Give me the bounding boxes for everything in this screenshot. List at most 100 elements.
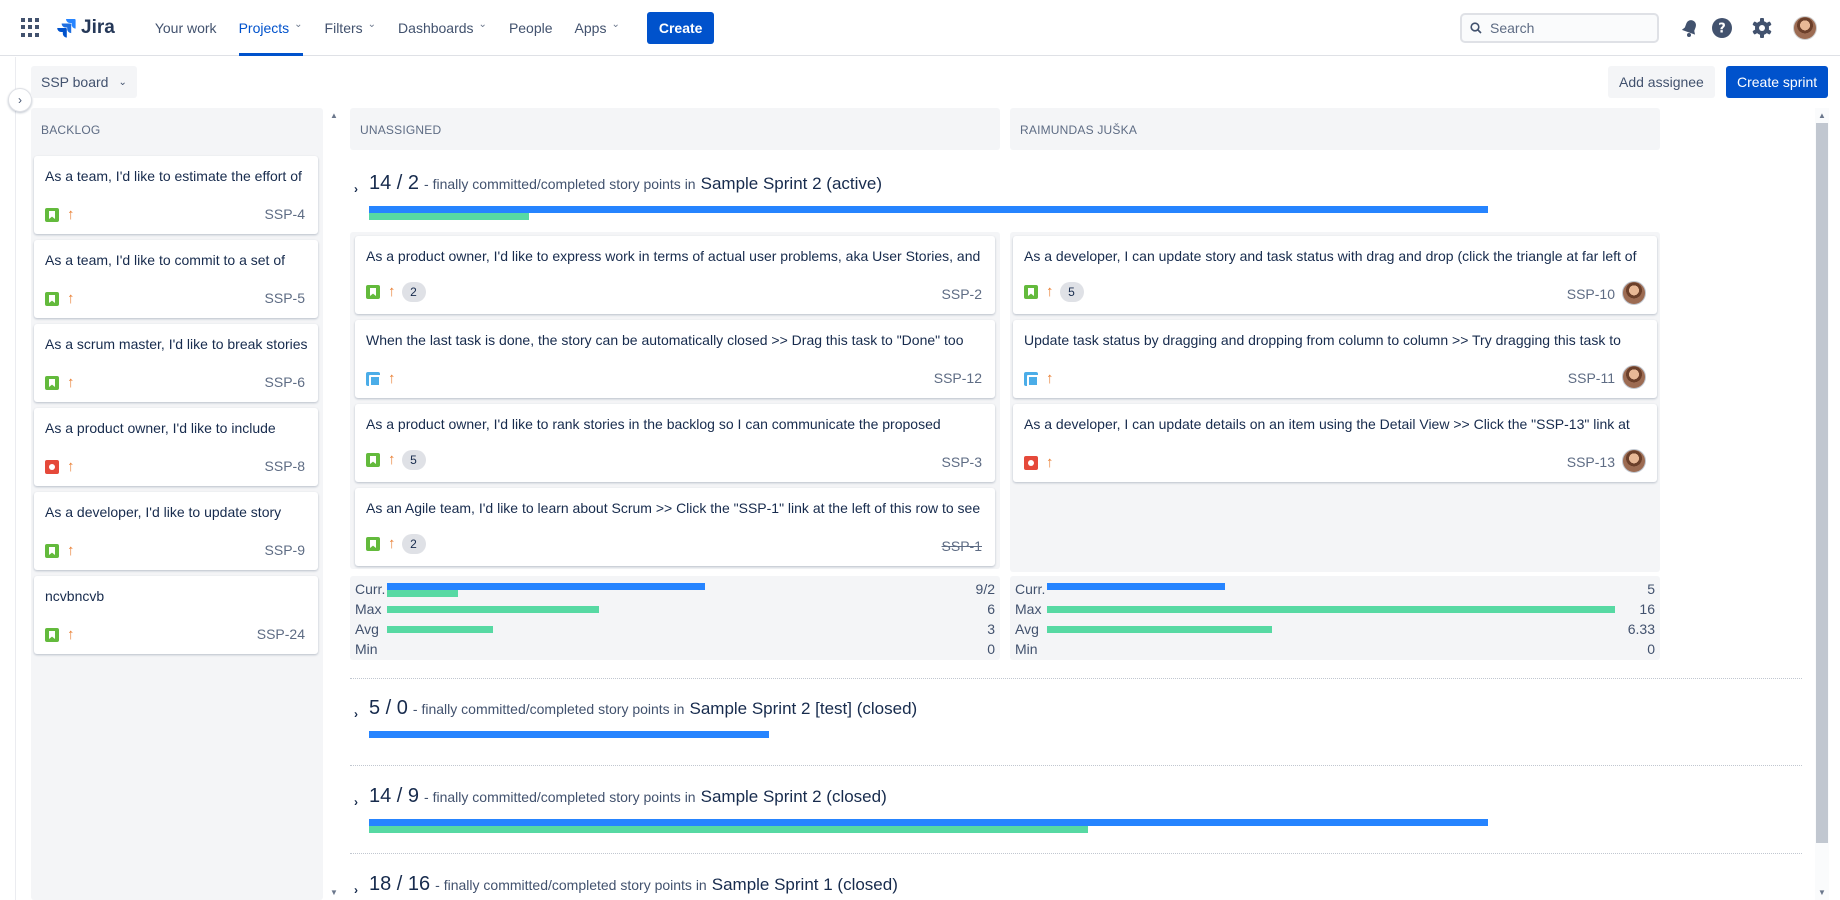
committed-points-bar	[369, 206, 1488, 213]
issue-card[interactable]: As a developer, I can update story and t…	[1013, 236, 1657, 314]
jira-logo-icon	[57, 18, 76, 38]
sprint-expand-toggle[interactable]: ›	[354, 883, 358, 897]
sprint-name[interactable]: Sample Sprint 1 (closed)	[711, 875, 898, 894]
stat-row-max: Max 6	[355, 599, 995, 619]
scrollbar-thumb[interactable]	[1816, 123, 1828, 843]
issue-meta: ↑	[45, 291, 75, 306]
issue-key[interactable]: SSP-9	[264, 542, 305, 558]
task-type-icon	[1024, 372, 1039, 387]
priority-medium-icon: ↑	[388, 451, 396, 468]
nav-item-dashboards[interactable]: Dashboards ⌄	[398, 0, 487, 56]
story-type-icon	[366, 453, 380, 467]
sprint-title: 5 / 0- finally committed/completed story…	[369, 697, 917, 720]
issue-card[interactable]: As a product owner, I'd like to include ↑…	[34, 408, 318, 486]
issue-key[interactable]: SSP-8	[264, 458, 305, 474]
sprint-expand-toggle[interactable]: ›	[354, 182, 358, 196]
nav-item-your-work[interactable]: Your work	[155, 0, 217, 56]
search-icon	[1470, 22, 1482, 34]
sprint-name[interactable]: Sample Sprint 2 [test] (closed)	[689, 699, 918, 718]
task-type-icon	[366, 372, 381, 387]
issue-card[interactable]: As a scrum master, I'd like to break sto…	[34, 324, 318, 402]
story-points-badge: 2	[401, 534, 426, 554]
sprint-name[interactable]: Sample Sprint 2 (closed)	[700, 787, 887, 806]
scroll-up-icon[interactable]: ▲	[330, 111, 338, 120]
issue-card[interactable]: As a team, I'd like to estimate the effo…	[34, 156, 318, 234]
nav-item-label: People	[508, 19, 553, 36]
stat-row-avg: Avg 6.33	[1015, 619, 1655, 639]
current-committed-bar	[387, 583, 705, 590]
sprint-name[interactable]: Sample Sprint 2 (active)	[700, 174, 883, 193]
issue-card[interactable]: As an Agile team, I'd like to learn abou…	[355, 488, 995, 566]
jira-logo[interactable]: Jira	[55, 17, 115, 39]
board-selector-label: SSP board	[41, 74, 109, 90]
issue-key[interactable]: SSP-3	[941, 454, 982, 470]
help-icon[interactable]: ?	[1710, 16, 1734, 40]
issue-card[interactable]: As a developer, I'd like to update story…	[34, 492, 318, 570]
story-points-badge: 2	[401, 282, 426, 302]
chevron-down-icon: ⌄	[118, 76, 127, 88]
settings-icon[interactable]	[1750, 16, 1774, 40]
max-points-bar	[1047, 606, 1615, 613]
committed-points-bar	[369, 731, 769, 738]
story-type-icon	[45, 208, 59, 222]
nav-item-people[interactable]: People	[509, 0, 553, 56]
issue-card[interactable]: As a product owner, I'd like to express …	[355, 236, 995, 314]
sprint-description: - finally committed/completed story poin…	[424, 176, 696, 192]
issue-card[interactable]: ncvbncvb ↑ SSP-24	[34, 576, 318, 654]
issue-key[interactable]: SSP-4	[264, 206, 305, 222]
swimlane-assignee: As a developer, I can update story and t…	[1010, 232, 1660, 572]
issue-key[interactable]: SSP-1	[941, 538, 982, 554]
assignee-avatar	[1622, 449, 1646, 473]
scroll-up-icon[interactable]: ▲	[1818, 111, 1826, 120]
issue-key[interactable]: SSP-10	[1566, 286, 1615, 302]
board-selector[interactable]: SSP board ⌄	[31, 66, 137, 98]
scroll-down-icon[interactable]: ▼	[330, 888, 338, 897]
sprint-expand-toggle[interactable]: ›	[354, 795, 358, 809]
issue-card[interactable]: Update task status by dragging and dropp…	[1013, 320, 1657, 398]
sprint-points: 5 / 0	[369, 697, 408, 719]
create-button[interactable]: Create	[646, 11, 715, 44]
left-sidebar-rail	[0, 57, 16, 900]
sprint-title: 14 / 2- finally committed/completed stor…	[369, 172, 882, 195]
search-box[interactable]	[1460, 13, 1659, 43]
issue-key[interactable]: SSP-12	[933, 370, 982, 386]
issue-key[interactable]: SSP-5	[264, 290, 305, 306]
main-scroll-track[interactable]: ▲ ▼	[330, 108, 340, 900]
sprint-expand-toggle[interactable]: ›	[354, 707, 358, 721]
issue-meta: ↑	[45, 543, 75, 558]
issue-card[interactable]: As a developer, I can update details on …	[1013, 404, 1657, 482]
vertical-scrollbar[interactable]: ▲ ▼	[1815, 108, 1829, 900]
assignee-avatar	[1622, 281, 1646, 305]
issue-card[interactable]: As a team, I'd like to commit to a set o…	[34, 240, 318, 318]
backlog-header: BACKLOG	[41, 123, 101, 137]
issue-key[interactable]: SSP-2	[941, 286, 982, 302]
issue-key[interactable]: SSP-24	[256, 626, 305, 642]
nav-item-apps[interactable]: Apps ⌄	[575, 0, 620, 56]
app-switcher-icon[interactable]	[21, 17, 41, 38]
stat-label: Curr.	[355, 581, 386, 597]
user-avatar[interactable]	[1793, 16, 1817, 40]
issue-summary: As a scrum master, I'd like to break sto…	[45, 336, 307, 352]
stat-value: 5	[1647, 581, 1655, 597]
sprint-points: 14 / 2	[369, 172, 420, 194]
sprint-points: 18 / 16	[369, 873, 431, 895]
create-sprint-button[interactable]: Create sprint	[1726, 66, 1829, 98]
issue-key[interactable]: SSP-13	[1566, 454, 1615, 470]
current-committed-bar	[1047, 583, 1225, 590]
notifications-icon[interactable]	[1678, 16, 1702, 40]
issue-key[interactable]: SSP-11	[1567, 370, 1615, 386]
issue-summary: As a product owner, I'd like to rank sto…	[366, 416, 941, 432]
stat-label: Min	[1015, 641, 1038, 657]
search-input[interactable]	[1490, 20, 1640, 36]
issue-summary: When the last task is done, the story ca…	[366, 332, 964, 348]
add-assignee-button[interactable]: Add assignee	[1608, 66, 1715, 98]
nav-item-projects[interactable]: Projects ⌄	[238, 0, 303, 56]
avg-points-bar	[387, 626, 493, 633]
scroll-down-icon[interactable]: ▼	[1818, 888, 1826, 897]
nav-item-filters[interactable]: Filters ⌄	[325, 0, 377, 56]
issue-summary: As a product owner, I'd like to express …	[366, 248, 981, 264]
issue-card[interactable]: When the last task is done, the story ca…	[355, 320, 995, 398]
expand-sidebar-button[interactable]: ›	[8, 88, 32, 112]
issue-key[interactable]: SSP-6	[264, 374, 305, 390]
issue-card[interactable]: As a product owner, I'd like to rank sto…	[355, 404, 995, 482]
